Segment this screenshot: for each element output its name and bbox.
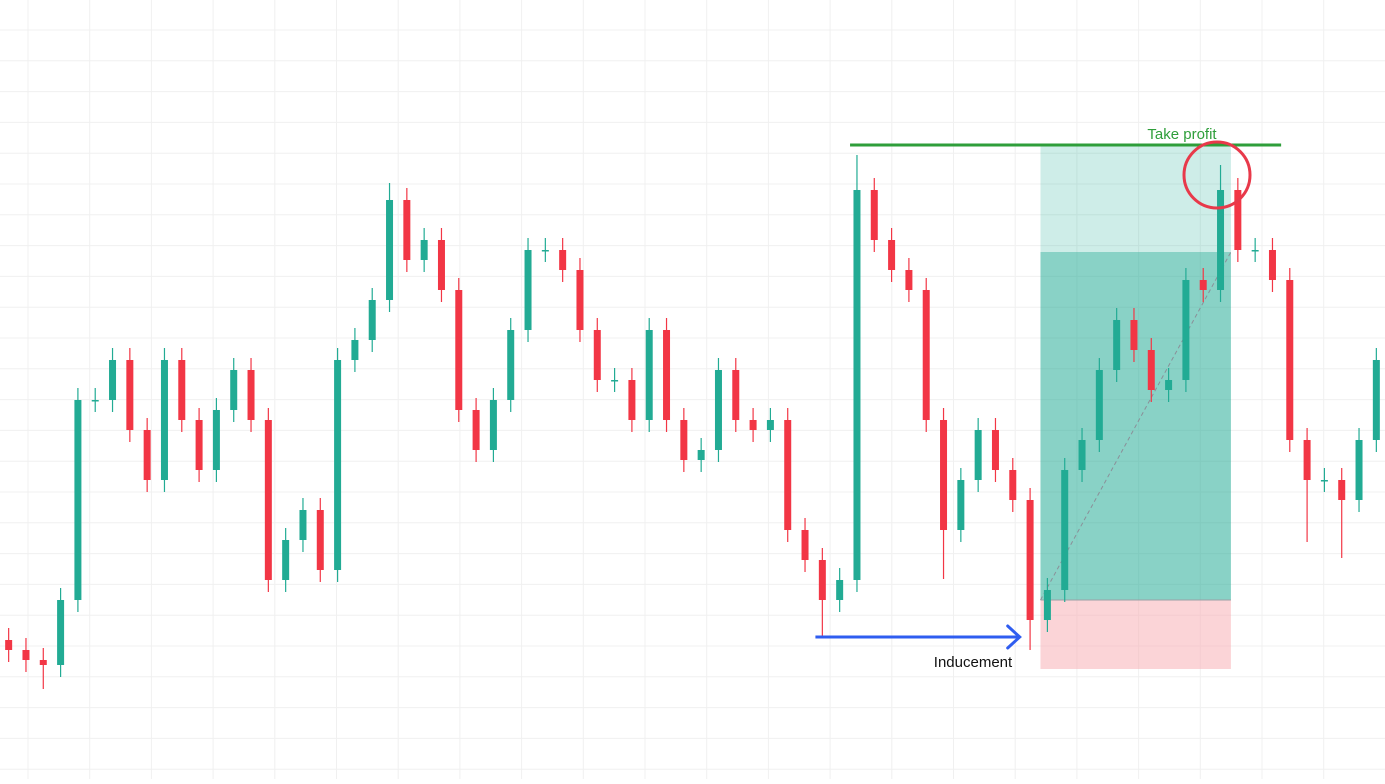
candle-body	[1355, 440, 1363, 500]
candle-body	[870, 190, 878, 240]
candle-body	[368, 300, 376, 340]
candle-body	[282, 540, 290, 580]
candle-body	[126, 360, 134, 430]
candle-body	[1182, 280, 1190, 380]
candle-body	[212, 410, 220, 470]
candle-body	[853, 190, 861, 580]
candle-body	[178, 360, 186, 420]
candle-body	[160, 360, 168, 480]
candle-body	[645, 330, 653, 420]
candle-body	[957, 480, 965, 530]
candle-body	[628, 380, 636, 420]
candle-body	[437, 240, 445, 290]
candle-body	[1217, 190, 1225, 290]
candle-body	[1234, 190, 1242, 250]
candle-body	[1338, 480, 1346, 500]
trend-line	[1040, 251, 1232, 601]
candle-body	[974, 430, 982, 480]
candle-body	[5, 640, 13, 650]
candle-body	[195, 420, 203, 470]
candle-body	[1113, 320, 1121, 370]
candle-body	[524, 250, 532, 330]
candle-body	[1147, 350, 1155, 390]
candle-body	[1372, 360, 1380, 440]
candle-body	[559, 250, 567, 270]
candle-body	[1165, 380, 1173, 390]
candle-body	[749, 420, 757, 430]
candle-body	[611, 380, 619, 382]
candle-body	[91, 400, 99, 402]
candle-body	[1199, 280, 1207, 290]
candle-body	[697, 450, 705, 460]
candle-body	[680, 420, 688, 460]
inducement-label: Inducement	[934, 654, 1013, 671]
candle-body	[489, 400, 497, 450]
candle-body	[1303, 440, 1311, 480]
candle-body	[1251, 250, 1259, 252]
candle-body	[1095, 370, 1103, 440]
candle-body	[1026, 500, 1034, 620]
candle-body	[732, 370, 740, 420]
candle-body	[22, 650, 30, 660]
arrow-head	[1006, 624, 1022, 650]
candle-body	[1078, 440, 1086, 470]
candle-body	[1043, 590, 1051, 620]
candle-body	[593, 330, 601, 380]
candle-body	[801, 530, 809, 560]
candle-body	[316, 510, 324, 570]
candle-body	[663, 330, 671, 420]
candle-body	[836, 580, 844, 600]
candle-body	[143, 430, 151, 480]
candle-body	[351, 340, 359, 360]
candle-body	[455, 290, 463, 410]
candle-body	[541, 250, 549, 252]
take-profit-label: Take profit	[1147, 126, 1217, 143]
candle-body	[784, 420, 792, 530]
candle-body	[472, 410, 480, 450]
candle-body	[74, 400, 82, 600]
candle-body	[905, 270, 913, 290]
candle-body	[1009, 470, 1017, 500]
candle-body	[39, 660, 47, 665]
candle-body	[420, 240, 428, 260]
candle-body	[334, 360, 342, 570]
candle-body	[818, 560, 826, 600]
candle-body	[714, 370, 722, 450]
candle-body	[888, 240, 896, 270]
candle-body	[57, 600, 65, 665]
candle-body	[940, 420, 948, 530]
candle-body	[991, 430, 999, 470]
candle-body	[576, 270, 584, 330]
candle-body	[386, 200, 394, 300]
candle-body	[230, 370, 238, 410]
highlight-circle	[1182, 140, 1252, 210]
candle-body	[299, 510, 307, 540]
candle-body	[1268, 250, 1276, 280]
candle-body	[507, 330, 515, 400]
candle-body	[766, 420, 774, 430]
target-zone	[1040, 145, 1231, 600]
candle-body	[264, 420, 272, 580]
candle-body	[1130, 320, 1138, 350]
candle-body	[922, 290, 930, 420]
candle-body	[1286, 280, 1294, 440]
candle-body	[1320, 480, 1328, 482]
candle-body	[403, 200, 411, 260]
stop-zone	[1040, 600, 1231, 669]
candle-body	[1061, 470, 1069, 590]
candle-body	[109, 360, 117, 400]
candle-body	[247, 370, 255, 420]
